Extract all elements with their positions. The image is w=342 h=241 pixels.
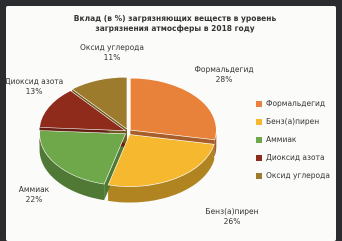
legend-label: Формальдегид <box>266 99 325 108</box>
slice-label: Оксид углерода <box>80 43 144 52</box>
legend-swatch <box>256 101 262 107</box>
legend-swatch <box>256 173 262 179</box>
chart-title: Вклад (в %) загрязняющих веществ в урове… <box>70 14 280 34</box>
value-label: 28% <box>216 75 233 84</box>
value-label: 13% <box>26 87 43 96</box>
legend-label: Бенз(а)пирен <box>266 117 319 126</box>
legend-label: Оксид углерода <box>266 171 330 180</box>
chart: Формальдегид28%ФормальдегидБенз(а)пирен2… <box>0 0 342 241</box>
value-label: 22% <box>26 195 43 204</box>
page: Формальдегид28%ФормальдегидБенз(а)пирен2… <box>0 0 342 241</box>
legend-label: Аммиак <box>266 135 297 144</box>
slice-label: Аммиак <box>19 185 50 194</box>
slice-label: Бенз(а)пирен <box>205 207 258 216</box>
legend-label: Диоксид азота <box>266 153 325 162</box>
slice <box>130 78 216 140</box>
value-label: 11% <box>104 53 121 62</box>
legend-swatch <box>256 155 262 161</box>
legend-swatch <box>256 137 262 143</box>
slice-label: Диоксид азота <box>5 77 64 86</box>
legend-swatch <box>256 119 262 125</box>
value-label: 26% <box>224 217 241 226</box>
slice-label: Формальдегид <box>194 65 253 74</box>
